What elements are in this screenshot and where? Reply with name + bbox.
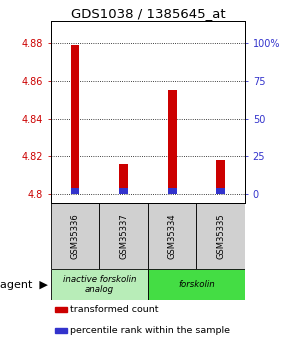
- Bar: [51, 269, 148, 300]
- Bar: [99, 204, 148, 269]
- Bar: [216, 188, 225, 194]
- Bar: [55, 327, 68, 333]
- Bar: [119, 164, 128, 194]
- Bar: [148, 269, 245, 300]
- Bar: [71, 188, 79, 194]
- Bar: [55, 307, 68, 312]
- Text: agent  ▶: agent ▶: [0, 280, 48, 290]
- Text: inactive forskolin
analog: inactive forskolin analog: [63, 275, 136, 294]
- Title: GDS1038 / 1385645_at: GDS1038 / 1385645_at: [70, 7, 225, 20]
- Bar: [119, 188, 128, 194]
- Bar: [51, 204, 99, 269]
- Text: percentile rank within the sample: percentile rank within the sample: [70, 326, 230, 335]
- Bar: [148, 204, 196, 269]
- Text: transformed count: transformed count: [70, 305, 159, 314]
- Bar: [71, 45, 79, 194]
- Text: GSM35336: GSM35336: [70, 213, 79, 259]
- Text: GSM35334: GSM35334: [168, 214, 177, 259]
- Bar: [168, 188, 177, 194]
- Text: GSM35337: GSM35337: [119, 213, 128, 259]
- Text: forskolin: forskolin: [178, 280, 215, 289]
- Bar: [168, 90, 177, 194]
- Bar: [197, 204, 245, 269]
- Bar: [216, 160, 225, 194]
- Text: GSM35335: GSM35335: [216, 214, 225, 259]
